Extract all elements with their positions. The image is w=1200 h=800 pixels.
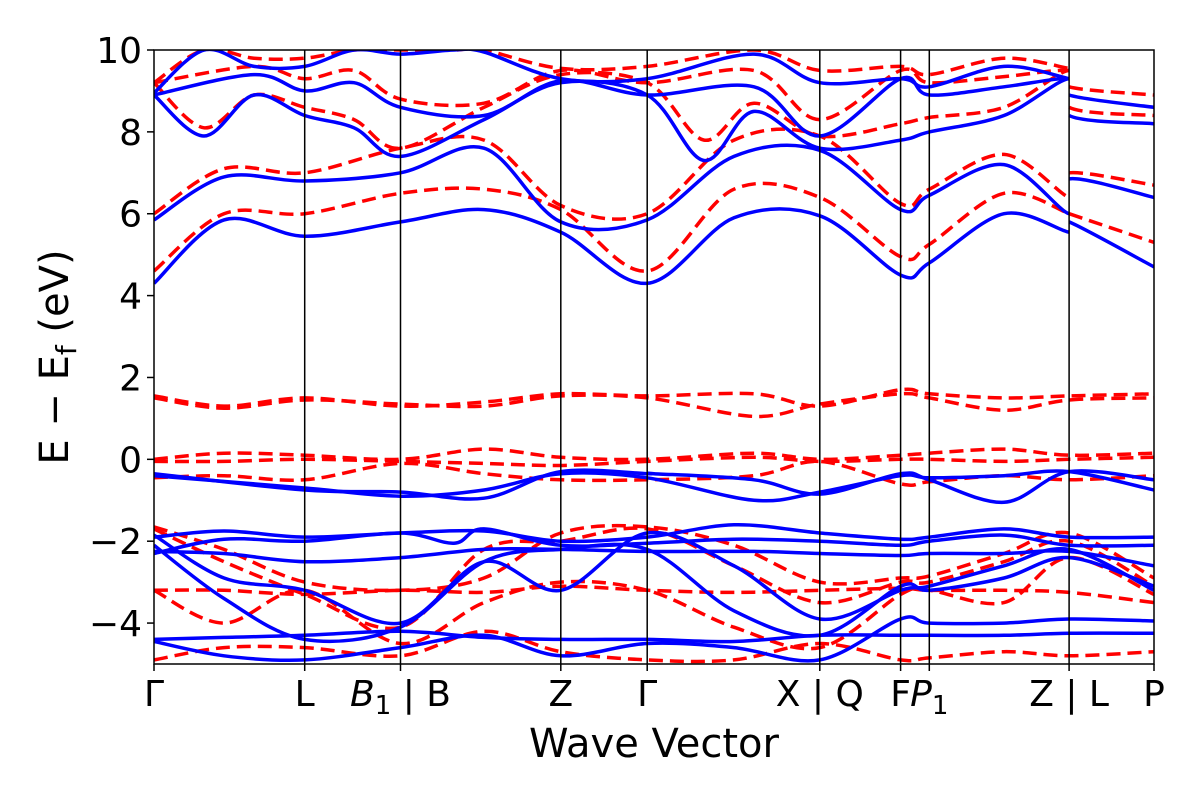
y-axis-ticks: −4 −2 0 2 4 6 8 10: [89, 31, 154, 645]
y-axis-title-sub: f: [50, 344, 83, 355]
x-tick-label: Z | L: [1029, 674, 1109, 715]
y-tick-label: −2: [89, 522, 142, 563]
band-line: [154, 50, 1070, 85]
y-tick-label: 4: [119, 277, 142, 318]
y-tick-label: −4: [89, 604, 142, 645]
y-axis-title-tail: (eV): [32, 249, 78, 345]
x-tick-label-main: Γ: [144, 674, 164, 715]
band-line: [154, 72, 1154, 138]
band-line: [154, 542, 1154, 644]
x-tick-label-main: P: [910, 674, 932, 715]
band-line: [154, 523, 1154, 593]
y-axis-title: E − Ef (eV): [32, 249, 83, 464]
x-tick-label-main: P: [1143, 674, 1165, 715]
x-tick-label: Z: [548, 674, 573, 715]
x-tick-label-sub: 1: [932, 691, 949, 721]
band-line: [154, 468, 1154, 505]
x-tick-label: P1: [910, 674, 948, 721]
band-line: [154, 391, 1154, 419]
y-tick-label: 8: [119, 113, 142, 154]
x-tick-label-sub: 1: [375, 691, 392, 721]
high-symmetry-lines: [303, 50, 1070, 664]
band-line: [154, 50, 1070, 95]
x-tick-label: F: [890, 674, 911, 715]
x-tick-label: P: [1143, 674, 1165, 715]
y-tick-label: 10: [96, 31, 142, 72]
x-tick-label-main: Γ: [637, 674, 657, 715]
band-line: [154, 455, 1154, 468]
y-tick-label: 6: [119, 195, 142, 236]
x-tick-label: B1 | B: [350, 674, 451, 721]
x-tick-label: L: [295, 674, 315, 715]
x-tick-label-main: F: [890, 674, 911, 715]
band-line: [154, 629, 1154, 664]
band-line: [154, 469, 1154, 503]
x-tick-label-main: X | Q: [776, 674, 864, 715]
plot-frame: [153, 49, 1155, 665]
y-axis-title-main: E − E: [32, 355, 78, 465]
band-line: [154, 68, 1154, 150]
x-tick-label-main: Z: [548, 674, 573, 715]
band-line: [154, 387, 1154, 408]
band-line: [154, 447, 1154, 462]
band-line: [154, 76, 1154, 163]
band-line: [154, 615, 1154, 663]
x-tick-label: X | Q: [776, 674, 864, 715]
band-line: [154, 530, 1154, 626]
y-tick-label: 2: [119, 358, 142, 399]
x-tick-label: Γ: [144, 674, 164, 715]
x-tick-label: Γ: [637, 674, 657, 715]
x-tick-label-main: L: [295, 674, 315, 715]
band-line: [154, 584, 1154, 605]
x-axis-title: Wave Vector: [529, 721, 780, 767]
x-tick-label-main: Z | L: [1029, 674, 1109, 715]
band-line: [154, 64, 1154, 122]
band-line: [154, 523, 1154, 544]
x-tick-label-suffix: | B: [391, 674, 451, 715]
band-line: [154, 629, 1154, 644]
band-line: [154, 526, 1154, 631]
y-tick-label: 0: [119, 440, 142, 481]
band-line: [154, 546, 1154, 568]
x-tick-label-main: B: [350, 674, 375, 715]
